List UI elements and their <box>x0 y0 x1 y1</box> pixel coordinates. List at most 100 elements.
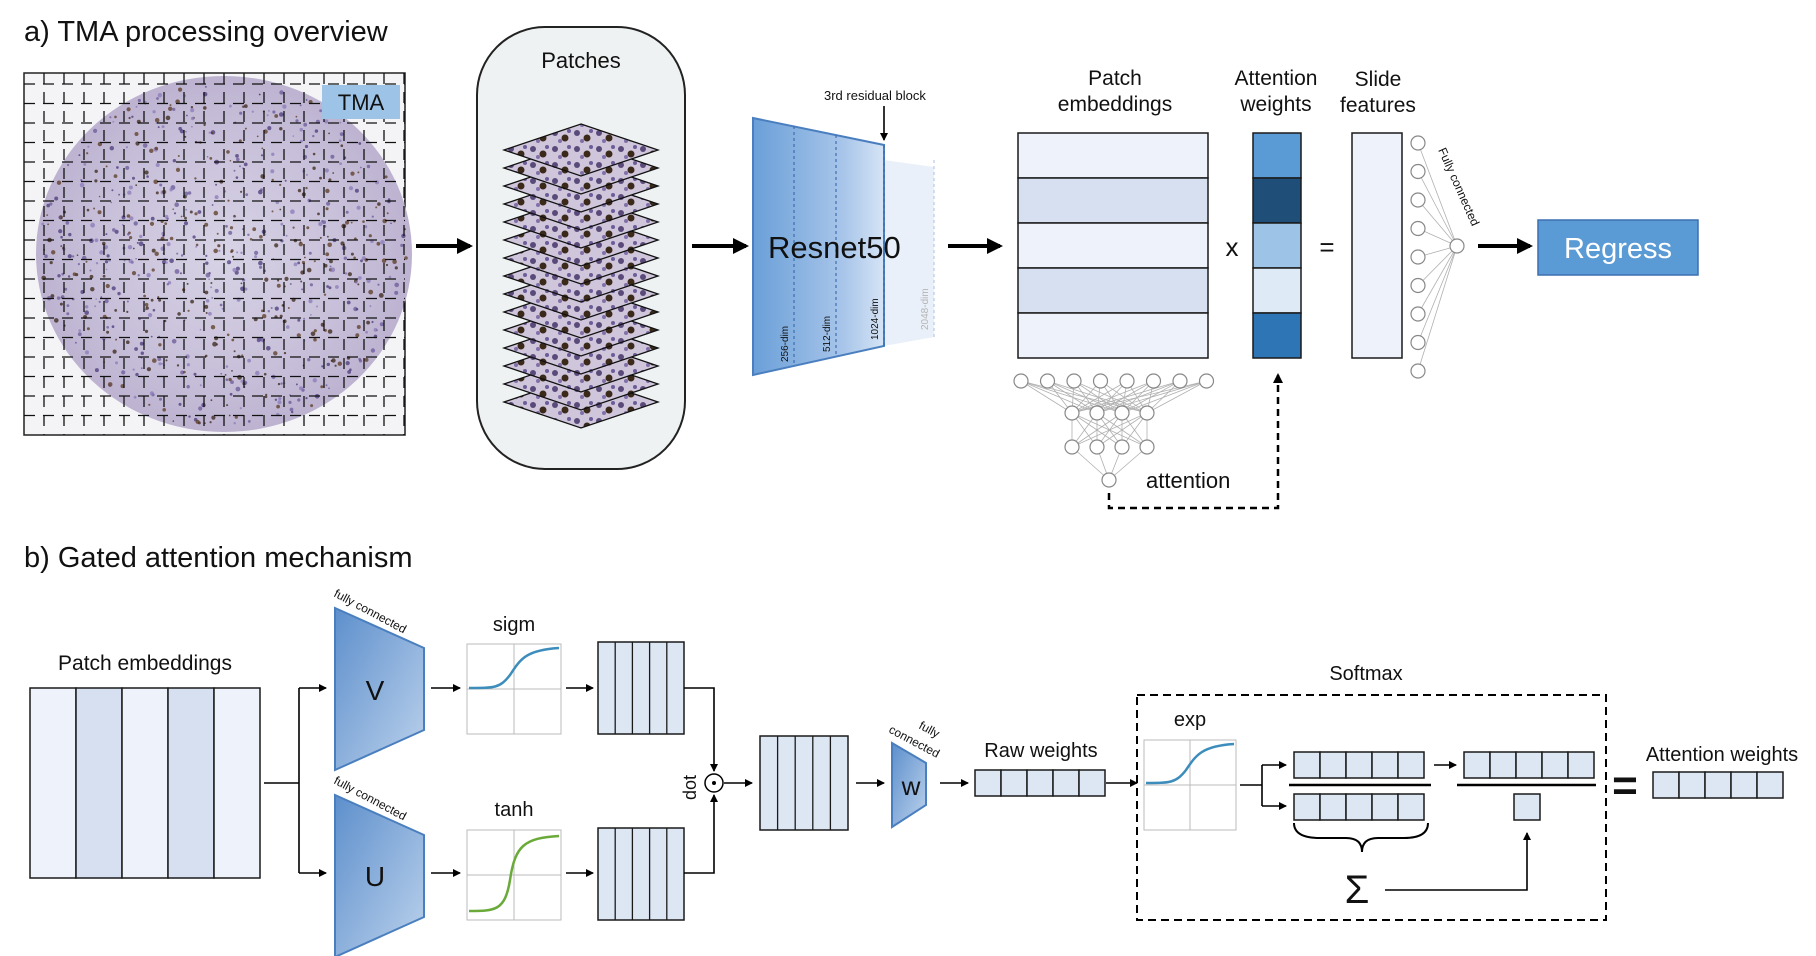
tma-stain-dot <box>195 243 199 247</box>
tma-stain-dot <box>144 170 149 175</box>
tma-stain-dot <box>164 222 168 226</box>
att-edge <box>1096 380 1207 414</box>
tma-stain-dot <box>265 393 268 396</box>
tma-stain-dot <box>226 150 230 154</box>
tma-stain-dot <box>299 127 304 132</box>
tma-stain-dot <box>173 212 177 215</box>
u-layer <box>334 793 425 956</box>
tma-stain-dot <box>94 305 97 308</box>
tma-stain-dot <box>210 282 213 284</box>
tma-stain-dot <box>299 386 303 391</box>
tma-stain-dot <box>327 242 333 248</box>
tma-stain-dot <box>259 265 263 269</box>
tma-stain-dot <box>289 283 292 285</box>
tma-stain-dot <box>148 313 153 318</box>
tma-stain-dot <box>276 283 281 288</box>
tma-stain-dot <box>199 328 202 331</box>
u-label: U <box>365 861 385 892</box>
exp-denominator-cell <box>1345 793 1373 821</box>
tma-stain-dot <box>297 398 301 402</box>
tma-stain-dot <box>366 278 371 283</box>
tma-stain-dot <box>166 242 171 247</box>
patch-tile <box>501 123 661 177</box>
tma-stain-dot <box>242 105 245 108</box>
tma-stain-dot <box>339 162 342 166</box>
tma-stain-dot <box>176 252 179 255</box>
tma-stain-dot <box>231 338 235 342</box>
tma-stain-dot <box>244 287 248 291</box>
tma-stain-dot <box>326 285 329 288</box>
tma-stain-dot <box>94 368 99 373</box>
tma-stain-dot <box>121 223 124 226</box>
tma-stain-dot <box>308 299 313 304</box>
tma-stain-dot <box>157 296 160 299</box>
patch-embeddings-label: Patch embeddings <box>1058 67 1172 116</box>
tma-stain-dot <box>272 110 276 114</box>
tma-stain-dot <box>80 179 83 182</box>
tma-stain-dot <box>179 272 182 275</box>
tma-stain-dot <box>178 402 182 406</box>
tma-stain-dot <box>324 119 329 124</box>
tma-stain-dot <box>60 245 63 248</box>
tma-stain-dot <box>353 256 356 260</box>
fc-node <box>1410 249 1426 265</box>
tma-stain-dot <box>233 169 236 172</box>
tma-stain-dot <box>185 130 187 133</box>
section-b-title: b) Gated attention mechanism <box>24 542 412 574</box>
u-to-dot-line <box>684 794 718 874</box>
tma-stain-dot <box>330 359 333 362</box>
tma-stain-dot <box>93 128 98 133</box>
tma-stain-dot <box>66 312 70 316</box>
att-edge <box>1020 380 1123 414</box>
u-output-matrix <box>597 827 685 921</box>
tma-stain-dot <box>192 235 196 239</box>
tma-stain-dot <box>152 110 156 114</box>
tma-stain-dot <box>274 243 279 248</box>
tma-stain-dot <box>292 135 295 137</box>
tma-image: TMA <box>23 72 412 436</box>
tma-stain-dot <box>58 229 63 234</box>
tma-stain-dot <box>319 109 322 113</box>
tma-stain-dot <box>139 234 143 239</box>
att-output-node <box>1101 472 1117 488</box>
tma-stain-dot <box>264 277 269 282</box>
att-edge <box>1071 380 1128 414</box>
tma-stain-dot <box>186 363 190 367</box>
v-label: V <box>366 675 385 706</box>
tma-stain-dot <box>290 209 295 214</box>
regress-box <box>1537 219 1699 276</box>
fc-node <box>1410 306 1426 322</box>
tma-stain-dot <box>295 119 299 123</box>
tma-stain-dot <box>165 115 171 121</box>
att-node <box>1064 439 1080 455</box>
tma-stain-dot <box>344 272 348 275</box>
tma-stain-dot <box>110 201 113 204</box>
tma-stain-dot <box>329 259 333 264</box>
tma-stain-dot <box>328 178 332 182</box>
regress-label: Regress <box>1564 233 1672 265</box>
tma-stain-dot <box>67 254 72 259</box>
tma-stain-dot <box>125 165 130 170</box>
tma-stain-dot <box>85 260 88 263</box>
softmax-numerator-cell <box>1489 751 1517 779</box>
tma-stain-dot <box>264 395 268 399</box>
tma-stain-dot <box>364 225 368 229</box>
tma-stain-dot <box>345 361 350 366</box>
tma-stain-dot <box>210 286 213 289</box>
tma-stain-dot <box>94 169 98 173</box>
attention-weight-cell-b <box>1652 771 1680 799</box>
tma-stain-dot <box>210 131 214 135</box>
att-edge <box>1047 380 1148 414</box>
tma-stain-dot <box>268 110 270 112</box>
v-matrix-frame <box>597 641 685 735</box>
att-node <box>1114 405 1130 421</box>
tma-stain-dot <box>237 374 242 380</box>
tma-stain-dot <box>366 320 370 325</box>
tma-stain-dot <box>109 116 112 119</box>
tma-stain-dot <box>205 261 209 265</box>
tma-stain-dot <box>187 191 192 195</box>
exp-numerator-cell <box>1319 751 1347 779</box>
tma-stain-dot <box>145 306 149 310</box>
raw-weights-label: Raw weights <box>984 740 1097 762</box>
tma-stain-dot <box>355 307 359 311</box>
